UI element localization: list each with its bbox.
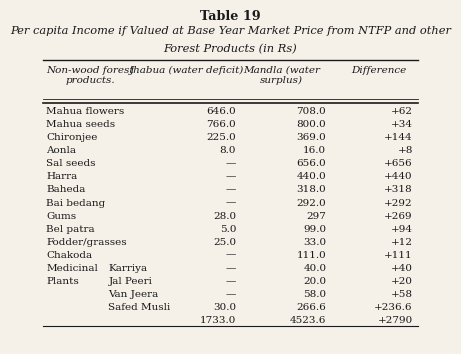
- Text: 4523.6: 4523.6: [290, 316, 326, 325]
- Text: +269: +269: [384, 212, 413, 221]
- Text: 16.0: 16.0: [303, 146, 326, 155]
- Text: Safed Musli: Safed Musli: [108, 303, 171, 312]
- Text: Chakoda: Chakoda: [46, 251, 93, 260]
- Text: +94: +94: [391, 224, 413, 234]
- Text: —: —: [226, 264, 236, 273]
- Text: Difference: Difference: [351, 66, 407, 75]
- Text: Mandla (water
surplus): Mandla (water surplus): [243, 66, 320, 85]
- Text: —: —: [226, 159, 236, 169]
- Text: Plants: Plants: [46, 277, 79, 286]
- Text: Harra: Harra: [46, 172, 77, 181]
- Text: 318.0: 318.0: [296, 185, 326, 194]
- Text: Fodder/grasses: Fodder/grasses: [46, 238, 127, 247]
- Text: —: —: [226, 251, 236, 260]
- Text: —: —: [226, 290, 236, 299]
- Text: 8.0: 8.0: [219, 146, 236, 155]
- Text: 766.0: 766.0: [207, 120, 236, 129]
- Text: 33.0: 33.0: [303, 238, 326, 247]
- Text: 225.0: 225.0: [207, 133, 236, 142]
- Text: Mahua seeds: Mahua seeds: [46, 120, 115, 129]
- Text: 25.0: 25.0: [213, 238, 236, 247]
- Text: +656: +656: [384, 159, 413, 169]
- Text: 266.6: 266.6: [296, 303, 326, 312]
- Text: 20.0: 20.0: [303, 277, 326, 286]
- Text: 800.0: 800.0: [296, 120, 326, 129]
- Text: Van Jeera: Van Jeera: [108, 290, 159, 299]
- Text: +40: +40: [391, 264, 413, 273]
- Text: 1733.0: 1733.0: [200, 316, 236, 325]
- Text: Non-wood forest
products.: Non-wood forest products.: [46, 66, 134, 85]
- Text: 440.0: 440.0: [296, 172, 326, 181]
- Text: +111: +111: [384, 251, 413, 260]
- Text: 297: 297: [307, 212, 326, 221]
- Text: Bai bedang: Bai bedang: [46, 199, 106, 207]
- Text: Forest Products (in Rs): Forest Products (in Rs): [164, 44, 297, 54]
- Text: 111.0: 111.0: [296, 251, 326, 260]
- Text: Sal seeds: Sal seeds: [46, 159, 96, 169]
- Text: Mahua flowers: Mahua flowers: [46, 107, 124, 116]
- Text: +62: +62: [391, 107, 413, 116]
- Text: Jhabua (water deficit): Jhabua (water deficit): [130, 66, 244, 75]
- Text: +144: +144: [384, 133, 413, 142]
- Text: +292: +292: [384, 199, 413, 207]
- Text: —: —: [226, 199, 236, 207]
- Text: Medicinal: Medicinal: [46, 264, 98, 273]
- Text: Gums: Gums: [46, 212, 77, 221]
- Text: 646.0: 646.0: [207, 107, 236, 116]
- Text: Karriya: Karriya: [108, 264, 148, 273]
- Text: Per capita Income if Valued at Base Year Market Price from NTFP and other: Per capita Income if Valued at Base Year…: [10, 26, 451, 36]
- Text: 40.0: 40.0: [303, 264, 326, 273]
- Text: 369.0: 369.0: [296, 133, 326, 142]
- Text: 708.0: 708.0: [296, 107, 326, 116]
- Text: —: —: [226, 185, 236, 194]
- Text: Bel patra: Bel patra: [46, 224, 95, 234]
- Text: +20: +20: [391, 277, 413, 286]
- Text: +236.6: +236.6: [374, 303, 413, 312]
- Text: Jal Peeri: Jal Peeri: [108, 277, 152, 286]
- Text: 5.0: 5.0: [219, 224, 236, 234]
- Text: +8: +8: [397, 146, 413, 155]
- Text: +34: +34: [391, 120, 413, 129]
- Text: 656.0: 656.0: [296, 159, 326, 169]
- Text: Chironjee: Chironjee: [46, 133, 98, 142]
- Text: +2790: +2790: [378, 316, 413, 325]
- Text: 30.0: 30.0: [213, 303, 236, 312]
- Text: 28.0: 28.0: [213, 212, 236, 221]
- Text: +58: +58: [391, 290, 413, 299]
- Text: +318: +318: [384, 185, 413, 194]
- Text: Aonla: Aonla: [46, 146, 77, 155]
- Text: 99.0: 99.0: [303, 224, 326, 234]
- Text: +12: +12: [391, 238, 413, 247]
- Text: 58.0: 58.0: [303, 290, 326, 299]
- Text: —: —: [226, 172, 236, 181]
- Text: 292.0: 292.0: [296, 199, 326, 207]
- Text: —: —: [226, 277, 236, 286]
- Text: +440: +440: [384, 172, 413, 181]
- Text: Table 19: Table 19: [200, 10, 261, 23]
- Text: Baheda: Baheda: [46, 185, 86, 194]
